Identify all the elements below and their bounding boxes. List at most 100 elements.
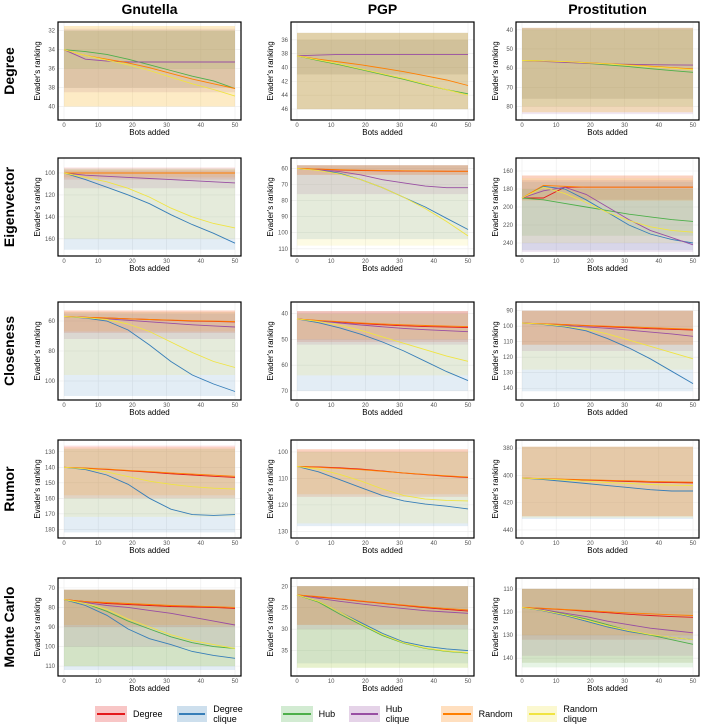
legend: Degree Degree clique Hub Hub clique Random Ra… — [95, 704, 635, 724]
x-tick-label: 50 — [690, 259, 697, 265]
x-axis-label: Bots added — [587, 128, 627, 137]
x-tick-label: 20 — [362, 541, 369, 547]
panel-4-0: 0 10 20 30 40 50 70 80 90 100 110 Bots added Evader'… — [33, 577, 242, 693]
series-line — [63, 49, 236, 89]
y-tick-label: 160 — [503, 169, 514, 175]
y-tick-label: 25 — [281, 606, 288, 612]
y-tick-label: 36 — [281, 38, 288, 44]
panel-border — [290, 577, 475, 677]
x-tick-label: 20 — [129, 403, 136, 409]
x-tick-label: 50 — [465, 123, 472, 129]
y-tick-label: 120 — [278, 503, 289, 509]
panel-border — [515, 439, 700, 539]
legend-label: Hub clique — [385, 704, 410, 724]
y-tick-label: 70 — [281, 389, 288, 395]
y-tick-label: 60 — [281, 363, 288, 369]
panel-background — [291, 302, 474, 400]
y-tick-label: 80 — [48, 605, 55, 611]
confidence-band — [297, 165, 468, 240]
legend-key — [526, 706, 558, 722]
y-tick-label: 400 — [503, 473, 514, 479]
series-line — [296, 318, 469, 382]
confidence-band — [522, 588, 693, 656]
series-line — [63, 599, 236, 626]
panel-4-1: 0 10 20 30 40 50 20 25 30 35 Bots added Evader's ra… — [266, 577, 475, 693]
series-line — [296, 318, 469, 362]
x-tick-label: 0 — [520, 403, 524, 409]
y-tick-label: 110 — [278, 476, 288, 482]
x-tick-label: 10 — [328, 123, 335, 129]
x-tick-label: 20 — [587, 403, 594, 409]
x-tick-label: 50 — [465, 403, 472, 409]
y-axis-label: Evader's ranking — [33, 177, 42, 236]
panel-3-2: 0 10 20 30 40 50 380 400 420 440 Bots added Evader'… — [491, 439, 700, 555]
series-line — [521, 477, 693, 492]
series-line — [521, 477, 694, 483]
x-tick-label: 20 — [362, 123, 369, 129]
series-line — [521, 322, 694, 330]
series-line — [63, 316, 236, 323]
x-tick-label: 10 — [553, 679, 560, 685]
confidence-band — [297, 449, 468, 497]
series-line — [63, 49, 236, 97]
y-axis-label: Evader's ranking — [491, 177, 500, 236]
x-tick-label: 50 — [232, 123, 239, 129]
series-line — [63, 172, 236, 184]
x-tick-label: 50 — [690, 123, 697, 129]
y-axis-label: Evader's ranking — [491, 597, 500, 656]
x-tick-label: 30 — [621, 259, 628, 265]
x-tick-label: 0 — [295, 259, 299, 265]
x-tick-label: 30 — [163, 403, 170, 409]
y-axis-label: Evader's ranking — [33, 459, 42, 518]
panel-border — [57, 439, 242, 539]
series-line — [63, 316, 236, 368]
y-tick-label: 30 — [281, 627, 288, 633]
y-axis-label: Evader's ranking — [33, 41, 42, 100]
y-tick-label: 100 — [45, 379, 56, 385]
x-tick-label: 0 — [520, 123, 524, 129]
y-tick-label: 32 — [48, 29, 55, 35]
confidence-band — [64, 312, 235, 375]
confidence-band — [64, 26, 235, 107]
series-line — [63, 466, 236, 490]
figure-grid: Gnutella PGP Prostitution Degree Eigenvector… — [1, 1, 700, 693]
x-axis-label: Bots added — [129, 128, 169, 137]
panel-3-1: 0 10 20 30 40 50 100 110 120 130 Bots added Evader'… — [266, 439, 475, 555]
y-tick-label: 40 — [281, 312, 288, 318]
x-tick-label: 30 — [163, 123, 170, 129]
panel-background — [291, 158, 474, 256]
x-tick-label: 0 — [520, 259, 524, 265]
y-tick-label: 140 — [503, 656, 514, 662]
confidence-band — [522, 310, 693, 345]
confidence-band — [64, 448, 235, 517]
x-tick-label: 50 — [465, 679, 472, 685]
x-tick-label: 20 — [129, 541, 136, 547]
x-axis-label: Bots added — [587, 264, 627, 273]
x-axis-label: Bots added — [129, 684, 169, 693]
panel-0-0: 0 10 20 30 40 50 32 34 36 38 40 Bots added Evader's … — [33, 21, 242, 137]
series-line — [296, 167, 468, 189]
panel-background — [58, 158, 241, 256]
x-tick-label: 30 — [396, 259, 403, 265]
series-line — [63, 172, 236, 244]
confidence-band — [297, 449, 468, 495]
y-tick-label: 70 — [281, 183, 288, 189]
x-axis-label: Bots added — [362, 264, 402, 273]
panel-background — [291, 22, 474, 120]
panel-0-1: 0 10 20 30 40 50 36 38 40 42 44 46 Bots added Evader'… — [266, 21, 475, 137]
confidence-band — [522, 27, 693, 115]
x-tick-label: 0 — [62, 679, 66, 685]
confidence-band — [297, 313, 468, 391]
legend-key — [95, 706, 127, 722]
confidence-band — [522, 588, 693, 640]
row-title: Eigenvector — [1, 166, 17, 247]
row-title: Monte Carlo — [1, 587, 17, 668]
panel-background — [58, 22, 241, 120]
x-tick-label: 40 — [655, 679, 662, 685]
x-tick-label: 30 — [621, 679, 628, 685]
x-tick-label: 20 — [362, 259, 369, 265]
y-tick-label: 100 — [503, 324, 514, 330]
legend-item: Random — [440, 706, 513, 722]
confidence-band — [522, 181, 693, 251]
x-tick-label: 20 — [587, 259, 594, 265]
